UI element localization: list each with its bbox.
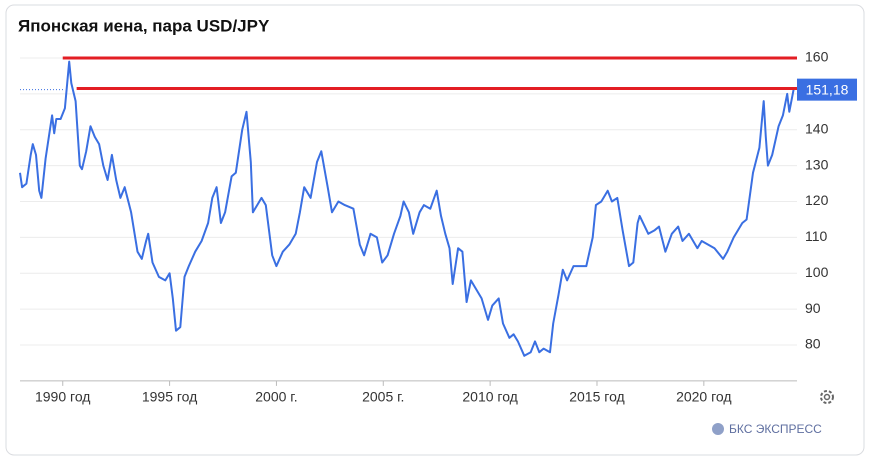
chart-title: Японская иена, пара USD/JPY: [18, 16, 270, 35]
current-badge: [797, 78, 857, 101]
y-tick-label: 120: [805, 192, 829, 208]
source-logo: БКС ЭКСПРЕСС: [729, 422, 822, 436]
settings-icon[interactable]: [820, 390, 834, 404]
y-tick-label: 140: [805, 120, 829, 136]
x-tick-label: 1995 год: [142, 389, 197, 405]
y-tick-label: 80: [805, 336, 821, 352]
x-tick-label: 2005 г.: [362, 389, 404, 405]
y-tick-label: 110: [805, 228, 828, 244]
card: [5, 4, 865, 456]
y-tick-label: 130: [805, 156, 829, 172]
current-value-label: 151,18: [806, 81, 849, 97]
y-tick-label: 100: [805, 264, 829, 280]
x-tick-label: 2020 год: [676, 389, 731, 405]
logo-icon: [712, 423, 724, 435]
y-tick-label: 160: [805, 49, 829, 65]
x-tick-label: 2000 г.: [255, 389, 297, 405]
x-tick-label: 2015 год: [569, 389, 624, 405]
x-tick-label: 1990 год: [35, 389, 90, 405]
y-tick-label: 90: [805, 300, 821, 316]
x-tick-label: 2010 год: [462, 389, 517, 405]
price-line: [19, 60, 795, 357]
